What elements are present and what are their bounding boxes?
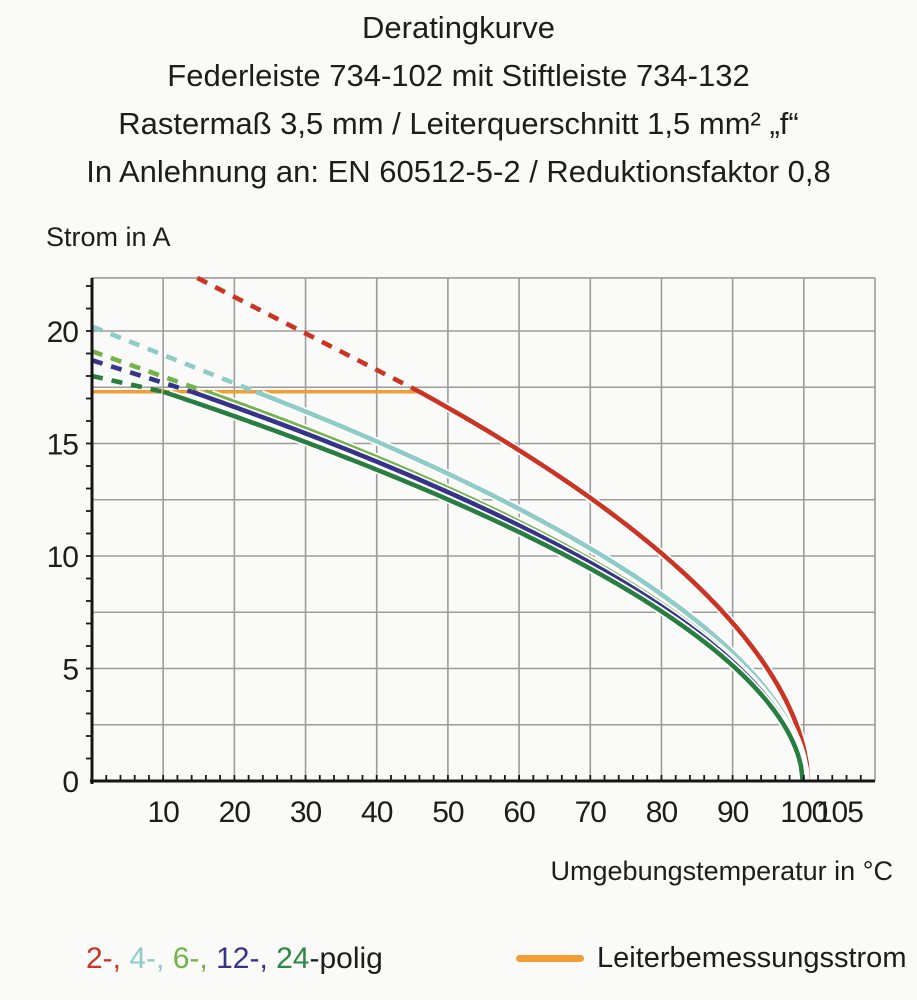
- page-title-line1: Deratingkurve: [362, 10, 555, 45]
- curve-casing-24-polig: [167, 389, 807, 782]
- y-tick-label-10: 10: [47, 541, 79, 574]
- y-tick-label-20: 20: [47, 316, 79, 349]
- curve-casing-12-polig: [196, 389, 808, 782]
- x-tick-label-20: 20: [219, 796, 251, 829]
- legend-pole-counts: 2-, 4-, 6-, 12-, 24-polig: [86, 942, 383, 976]
- dashed-6-polig: [91, 349, 207, 394]
- dashed-4-polig: [91, 324, 257, 394]
- x-axis-label: Umgebungstemperatur in °C: [550, 856, 893, 886]
- legend-rated-current: Leiterbemessungsstrom: [516, 942, 906, 975]
- curve-casing-6-polig: [210, 390, 809, 782]
- x-tick-label-60: 60: [503, 796, 535, 829]
- legend-item-6polig: 6-,: [172, 942, 217, 975]
- x-tick-label-70: 70: [575, 796, 607, 829]
- dashed-segments: [91, 275, 421, 394]
- curve-6-polig: [205, 389, 808, 782]
- rated-current-label: Leiterbemessungsstrom: [597, 942, 907, 974]
- y-tick-label-5: 5: [62, 654, 78, 687]
- x-tick-label-10: 10: [147, 796, 179, 829]
- page-title-line4: In Anlehnung an: EN 60512-5-2 / Reduktio…: [86, 154, 831, 189]
- x-tick-label-90: 90: [717, 796, 749, 829]
- page-title: Deratingkurve Federleiste 734-102 mit St…: [0, 4, 917, 196]
- page-title-line2: Federleiste 734-102 mit Stiftleiste 734-…: [167, 58, 750, 93]
- legend-item-4polig: 4-,: [129, 942, 173, 975]
- legend-item-12polig: 12-,: [216, 942, 277, 975]
- legend-suffix-polig: -polig: [309, 942, 383, 975]
- y-axis-label: Strom in A: [46, 222, 171, 252]
- y-tick-label-0: 0: [62, 766, 78, 799]
- x-tick-label-100: 100: [780, 796, 827, 829]
- axes: [86, 277, 875, 784]
- dashed-2-polig: [196, 275, 421, 394]
- page-title-line3: Rastermaß 3,5 mm / Leiterquerschnitt 1,5…: [118, 106, 799, 141]
- grid-lines: [92, 277, 876, 781]
- x-tick-label-105: 105: [816, 796, 863, 829]
- y-tick-label-15: 15: [47, 429, 79, 462]
- curve-2-polig: [418, 389, 811, 782]
- solid-curves: [162, 389, 813, 782]
- x-tick-label-40: 40: [361, 796, 393, 829]
- x-tick-label-80: 80: [646, 796, 678, 829]
- curve-12-polig: [190, 389, 807, 782]
- x-tick-label-50: 50: [432, 796, 464, 829]
- x-tick-label-30: 30: [290, 796, 322, 829]
- curve-24-polig: [162, 389, 806, 782]
- legend-item-2polig: 2-,: [86, 942, 130, 975]
- dashed-24-polig: [91, 373, 164, 394]
- dashed-12-polig: [91, 358, 193, 394]
- curve-4-polig: [254, 389, 809, 782]
- legend-item-24polig: 24: [276, 942, 310, 975]
- rated-current-line-swatch: [516, 955, 584, 962]
